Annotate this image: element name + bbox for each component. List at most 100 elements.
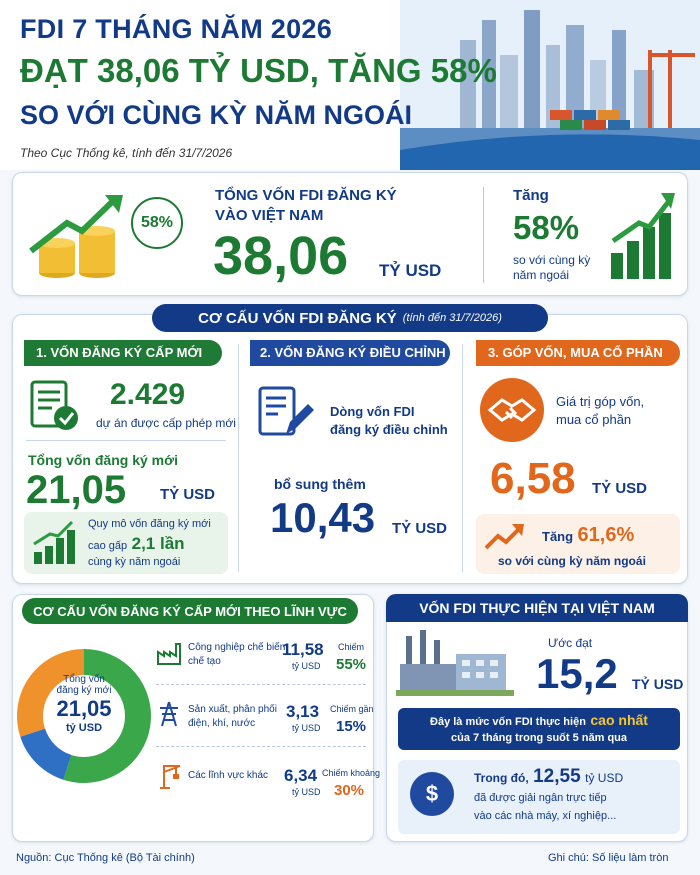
document-edit-icon bbox=[258, 386, 314, 436]
share-increase-label: Tăng bbox=[542, 529, 574, 544]
sector-2-unit: tỷ USD bbox=[292, 723, 321, 733]
sector-2-share: 15% bbox=[336, 718, 367, 735]
disbursed-line-3: vào các nhà máy, xí nghiệp... bbox=[474, 810, 617, 822]
bar-chart-growth-icon bbox=[611, 193, 675, 279]
structure-title-pill: CƠ CẤU VỐN FDI ĐĂNG KÝ (tính đến 31/7/20… bbox=[152, 304, 548, 332]
sector-card bbox=[12, 594, 374, 842]
new-projects-value: 2.429 bbox=[110, 378, 186, 411]
new-total-value: 21,05 bbox=[26, 468, 127, 512]
share-unit: TỶ USD bbox=[592, 480, 648, 497]
column-divider-2 bbox=[462, 344, 463, 572]
share-increase-value: 61,6% bbox=[577, 524, 635, 546]
new-capital-heading: 1. VỐN ĐĂNG KÝ CẤP MỚI bbox=[36, 345, 203, 360]
sector-2-value: 3,13 bbox=[286, 702, 320, 721]
scale-prefix: cao gấp bbox=[88, 540, 128, 552]
donut-center-value: 21,05 bbox=[56, 696, 112, 721]
share-desc-line-2: mua cổ phần bbox=[556, 412, 632, 427]
city-skyline-illustration bbox=[400, 0, 700, 170]
share-purchase-heading-bar: 3. GÓP VỐN, MUA CỔ PHẦN bbox=[476, 340, 680, 366]
factory-icon bbox=[157, 643, 181, 665]
growth-badge-value: 58% bbox=[140, 214, 174, 231]
increase-label: Tăng bbox=[513, 187, 549, 204]
increase-note-line-1: so với cùng kỳ bbox=[513, 253, 591, 267]
implemented-title-bar: VỐN FDI THỰC HIỆN TẠI VIỆT NAM bbox=[386, 594, 688, 622]
new-total-label: Tổng vốn đăng ký mới bbox=[28, 452, 178, 468]
highlight-box: Đây là mức vốn FDI thực hiện cao nhất củ… bbox=[398, 708, 680, 750]
summary-card: 58% TỔNG VỐN FDI ĐĂNG KÝ VÀO VIỆT NAM 38… bbox=[12, 172, 688, 296]
highlight-line-2: của 7 tháng trong suốt 5 năm qua bbox=[450, 732, 628, 744]
adjusted-unit: TỶ USD bbox=[392, 520, 448, 537]
sector-1-name-line-2: chế tạo bbox=[188, 656, 221, 667]
sector-3-name-line-1: Các lĩnh vực khác bbox=[188, 770, 269, 781]
sector-3-value: 6,34 bbox=[284, 766, 318, 785]
donut-center-line-2: đăng ký mới bbox=[56, 685, 112, 696]
industrial-factory-icon bbox=[396, 630, 514, 696]
structure-title: CƠ CẤU VỐN FDI ĐĂNG KÝ bbox=[198, 309, 397, 327]
document-check-icon bbox=[30, 380, 78, 430]
sector-1-unit: tỷ USD bbox=[292, 661, 321, 671]
share-increase-box: Tăng 61,6% so với cùng kỳ năm ngoái bbox=[476, 514, 680, 574]
share-value: 6,58 bbox=[490, 454, 576, 503]
donut-slice-1 bbox=[63, 649, 151, 783]
highlight-line-1: Đây là mức vốn FDI thực hiện cao nhất bbox=[398, 712, 680, 730]
sector-3-unit: tỷ USD bbox=[292, 787, 321, 797]
title-line-3: SO VỚI CÙNG KỲ NĂM NGOÁI bbox=[20, 100, 413, 130]
scale-line-1: Quy mô vốn đăng ký mới bbox=[88, 518, 211, 530]
sector-divider-2 bbox=[156, 746, 366, 747]
scale-line-3: cùng kỳ năm ngoái bbox=[88, 556, 181, 568]
increase-value: 58% bbox=[513, 209, 580, 246]
share-increase-line: Tăng 61,6% bbox=[542, 524, 634, 547]
sector-title: CƠ CẤU VỐN ĐĂNG KÝ CẤP MỚI THEO LĨNH VỰC bbox=[33, 603, 347, 619]
handshake-icon-circle bbox=[480, 378, 544, 442]
column-1-divider bbox=[26, 440, 226, 441]
scale-line-2: cao gấp 2,1 lần bbox=[88, 534, 185, 554]
donut-center: Tổng vốn đăng ký mới 21,05 tỷ USD bbox=[40, 674, 128, 734]
column-divider-1 bbox=[238, 344, 239, 572]
disbursed-prefix: Trong đó, bbox=[474, 771, 529, 785]
adjusted-capital-heading-bar: 2. VỐN ĐĂNG KÝ ĐIỀU CHỈNH bbox=[250, 340, 450, 366]
highlight-emphasis: cao nhất bbox=[590, 712, 648, 728]
adjusted-desc-line-2: đăng ký điều chỉnh bbox=[330, 422, 448, 437]
estimate-label: Ước đạt bbox=[548, 636, 593, 650]
growth-badge: 58% bbox=[131, 197, 183, 249]
sector-divider-1 bbox=[156, 684, 366, 685]
implemented-value: 15,2 bbox=[536, 650, 618, 697]
small-bar-chart-icon bbox=[33, 520, 75, 564]
sector-title-pill: CƠ CẤU VỐN ĐĂNG KÝ CẤP MỚI THEO LĨNH VỰC bbox=[22, 598, 358, 624]
adjusted-value: 10,43 bbox=[270, 494, 376, 541]
share-desc-line-1: Giá trị góp vốn, bbox=[556, 394, 645, 409]
summary-divider bbox=[483, 187, 484, 283]
increase-note-line-2: năm ngoái bbox=[513, 268, 570, 282]
new-projects-label: dự án được cấp phép mới bbox=[96, 416, 236, 430]
disbursed-unit: tỷ USD bbox=[585, 771, 624, 785]
highlight-prefix: Đây là mức vốn FDI thực hiện bbox=[430, 716, 586, 728]
title-line-1: FDI 7 THÁNG NĂM 2026 bbox=[20, 14, 333, 44]
dollar-icon: $ bbox=[425, 781, 439, 806]
sector-donut-chart bbox=[17, 649, 151, 783]
implemented-unit: TỶ USD bbox=[632, 676, 684, 692]
new-total-unit: TỶ USD bbox=[160, 486, 216, 503]
power-tower-icon bbox=[160, 701, 178, 727]
implemented-title: VỐN FDI THỰC HIỆN TẠI VIỆT NAM bbox=[419, 600, 655, 616]
footer-source: Nguồn: Cục Thống kê (Bộ Tài chính) bbox=[16, 852, 195, 864]
donut-center-line-1: Tổng vốn bbox=[63, 674, 105, 685]
summary-label-line-1: TỔNG VỐN FDI ĐĂNG KÝ bbox=[215, 187, 397, 204]
adjusted-desc-line-1: Dòng vốn FDI bbox=[330, 404, 415, 419]
crane-icon bbox=[160, 765, 181, 789]
disbursed-line-1: Trong đó, 12,55 tỷ USD bbox=[474, 766, 623, 788]
sector-1-value: 11,58 bbox=[282, 640, 324, 659]
header-banner: FDI 7 THÁNG NĂM 2026 ĐẠT 38,06 TỶ USD, T… bbox=[0, 0, 700, 170]
summary-label-line-2: VÀO VIỆT NAM bbox=[215, 207, 324, 224]
structure-title-note: (tính đến 31/7/2026) bbox=[402, 312, 502, 324]
share-purchase-heading: 3. GÓP VỐN, MUA CỔ PHẦN bbox=[488, 345, 663, 360]
scale-box: Quy mô vốn đăng ký mới cao gấp 2,1 lần c… bbox=[24, 512, 228, 574]
footer-note: Ghi chú: Số liệu làm tròn bbox=[548, 852, 669, 864]
disbursed-value: 12,55 bbox=[533, 766, 581, 787]
trend-up-icon bbox=[484, 524, 524, 550]
sector-2-name-line-1: Sản xuất, phân phối bbox=[188, 704, 277, 715]
adjusted-capital-heading: 2. VỐN ĐĂNG KÝ ĐIỀU CHỈNH bbox=[260, 345, 446, 360]
sector-3-share: 30% bbox=[334, 782, 365, 799]
disbursed-box: $ Trong đó, 12,55 tỷ USD đã được giải ng… bbox=[398, 760, 680, 834]
sector-3-share-label: Chiếm khoảng bbox=[322, 768, 381, 778]
share-increase-note: so với cùng kỳ năm ngoái bbox=[498, 554, 646, 568]
